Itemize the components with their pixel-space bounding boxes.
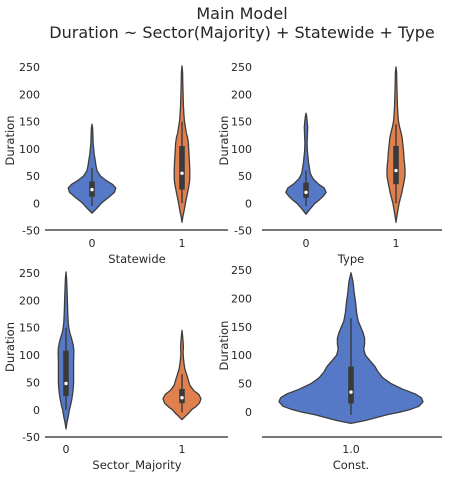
y-tick-label: 0: [245, 197, 252, 210]
y-tick-label: -50: [22, 431, 40, 444]
y-tick-label: 250: [19, 61, 40, 74]
x-axis-label: Statewide: [108, 252, 165, 266]
x-tick-label: 1: [179, 237, 186, 250]
violin-median: [64, 381, 68, 386]
y-tick-label: 50: [26, 376, 40, 389]
y-tick-label: -50: [22, 225, 40, 238]
y-tick-label: 150: [231, 321, 252, 334]
x-tick-label: 0: [89, 237, 96, 250]
y-tick-label: 150: [19, 116, 40, 129]
y-tick-label: 100: [19, 143, 40, 156]
violin-iqr-box: [303, 182, 309, 198]
y-tick-label: 0: [33, 404, 40, 417]
subplot-3: -50 0 50 100 150 200 250 Duration 0 1 Sector_Major…: [3, 267, 228, 472]
x-axis-label: Type: [337, 252, 364, 266]
x-tick-label: 0: [63, 443, 70, 456]
violin-iqr-box: [348, 366, 354, 404]
y-tick-label: 200: [19, 88, 40, 101]
y-tick-label: 50: [238, 378, 252, 391]
y-tick-label: 200: [19, 294, 40, 307]
violin-iqr-box: [179, 146, 185, 190]
x-tick-label: 1: [179, 443, 186, 456]
y-tick-label: 100: [231, 349, 252, 362]
y-tick-label: 50: [26, 170, 40, 183]
y-tick-label: 100: [231, 143, 252, 156]
y-tick-label: 200: [231, 88, 252, 101]
y-axis-label: Duration: [217, 321, 231, 371]
y-tick-label: 250: [231, 61, 252, 74]
figure-title-line-2: Duration ~ Sector(Majority) + Statewide …: [49, 23, 434, 42]
violin-median: [304, 190, 308, 195]
x-tick-label: 1: [393, 237, 400, 250]
y-tick-label: 50: [238, 170, 252, 183]
y-tick-label: 200: [231, 292, 252, 305]
y-tick-label: 100: [19, 349, 40, 362]
y-tick-label: 150: [19, 322, 40, 335]
x-axis-label: Const.: [333, 458, 370, 472]
y-tick-label: 0: [245, 406, 252, 419]
subplot-4: 0 50 100 150 200 250 Duration 1.0 Const.: [217, 264, 442, 472]
y-axis-label: Duration: [3, 322, 17, 372]
x-tick-label: 1.0: [342, 443, 360, 456]
violin-median: [349, 390, 353, 394]
violin-iqr-box: [63, 350, 69, 397]
y-tick-label: 0: [33, 197, 40, 210]
y-tick-label: -50: [234, 225, 252, 238]
violin-iqr-box: [393, 146, 399, 185]
y-tick-label: 250: [231, 264, 252, 277]
subplot-1: -50 0 50 100 150 200 250 Duration 0 1 Statewide: [3, 61, 228, 266]
violin-median: [180, 396, 184, 400]
y-axis-label: Duration: [217, 116, 231, 166]
violin-median: [180, 171, 184, 175]
subplot-2: -50 0 50 100 150 200 250 Duration 0 1 Type: [217, 61, 442, 266]
violin-median: [394, 168, 398, 173]
figure-title-line-1: Main Model: [196, 4, 287, 23]
x-axis-label: Sector_Majority: [92, 458, 181, 472]
x-tick-label: 0: [303, 237, 310, 250]
y-tick-label: 250: [19, 267, 40, 280]
y-axis-label: Duration: [3, 116, 17, 166]
violin-median: [90, 187, 94, 192]
violin-0: [285, 112, 327, 215]
y-tick-label: 150: [231, 116, 252, 129]
